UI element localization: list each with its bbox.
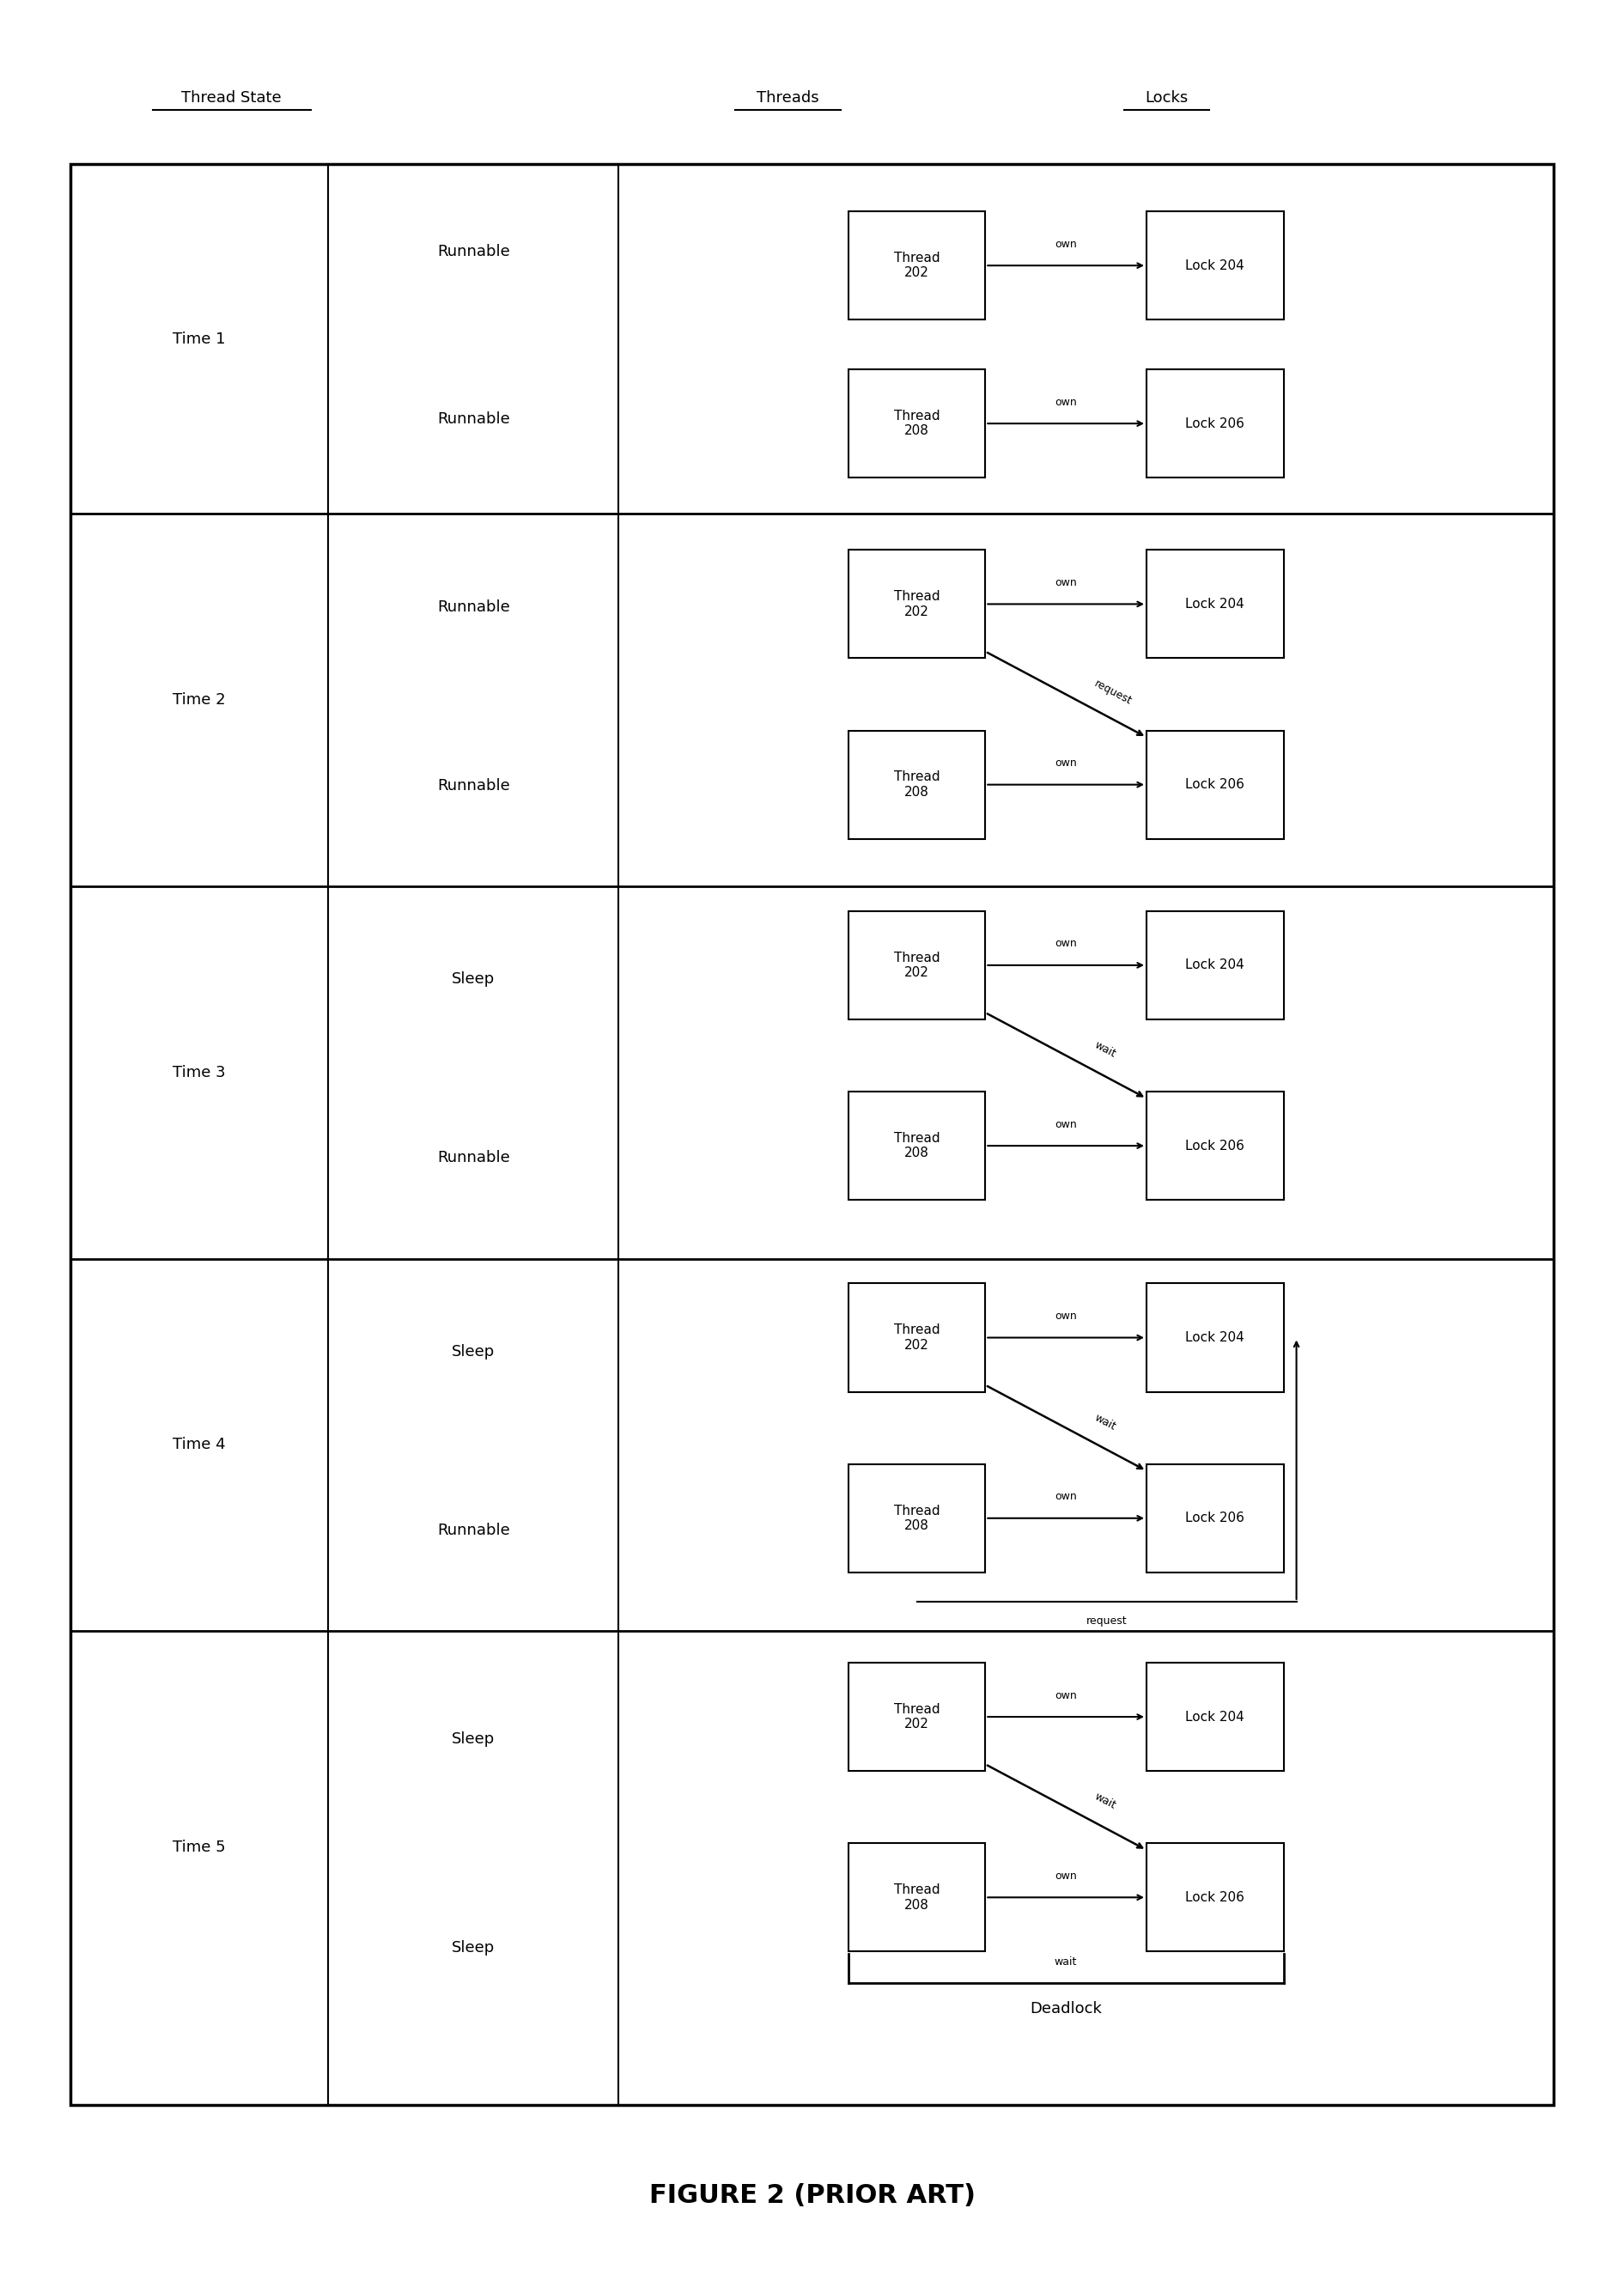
Text: wait: wait [1054, 1956, 1077, 1967]
Text: Lock 204: Lock 204 [1186, 259, 1244, 272]
Bar [848, 549, 986, 658]
Bar [1147, 1842, 1283, 1951]
Text: Time 3: Time 3 [172, 1064, 226, 1080]
Text: Runnable: Runnable [437, 599, 510, 615]
Text: Runnable: Runnable [437, 243, 510, 259]
Text: Threads: Threads [757, 91, 818, 104]
Text: Runnable: Runnable [437, 411, 510, 427]
Bar [1147, 1284, 1283, 1391]
Text: Lock 204: Lock 204 [1186, 597, 1244, 610]
Text: Sleep: Sleep [451, 1343, 495, 1359]
Text: Lock 206: Lock 206 [1186, 1511, 1244, 1525]
Bar [70, 163, 1554, 2106]
Bar [1147, 731, 1283, 840]
Text: Lock 206: Lock 206 [1186, 1890, 1244, 1904]
Text: Lock 204: Lock 204 [1186, 960, 1244, 971]
Text: wait: wait [1093, 1411, 1117, 1432]
Text: Lock 206: Lock 206 [1186, 417, 1244, 429]
Text: own: own [1056, 576, 1077, 588]
Text: Thread
202: Thread 202 [893, 1704, 940, 1731]
Text: wait: wait [1093, 1790, 1117, 1811]
Bar [1147, 912, 1283, 1019]
Text: Runnable: Runnable [437, 1522, 510, 1538]
Text: Deadlock: Deadlock [1030, 2001, 1103, 2017]
Text: Sleep: Sleep [451, 1940, 495, 1956]
Text: Sleep: Sleep [451, 971, 495, 987]
Text: Lock 206: Lock 206 [1186, 778, 1244, 792]
Text: wait: wait [1093, 1039, 1117, 1060]
Text: Lock 204: Lock 204 [1186, 1332, 1244, 1343]
Text: Runnable: Runnable [437, 1150, 510, 1166]
Bar [848, 1842, 986, 1951]
Text: Runnable: Runnable [437, 778, 510, 794]
Bar [848, 370, 986, 479]
Text: Lock 204: Lock 204 [1186, 1711, 1244, 1722]
Text: request: request [1086, 1616, 1127, 1627]
Bar [848, 211, 986, 320]
Text: Thread
208: Thread 208 [893, 1504, 940, 1532]
Bar [848, 731, 986, 840]
Text: FIGURE 2 (PRIOR ART): FIGURE 2 (PRIOR ART) [650, 2183, 974, 2208]
Bar [1147, 549, 1283, 658]
Text: own: own [1056, 939, 1077, 948]
Text: Locks: Locks [1145, 91, 1189, 104]
Text: own: own [1056, 397, 1077, 408]
Bar [848, 1284, 986, 1391]
Text: own: own [1056, 1311, 1077, 1323]
Text: Thread
208: Thread 208 [893, 1132, 940, 1159]
Text: own: own [1056, 1491, 1077, 1502]
Text: Time 2: Time 2 [172, 692, 226, 708]
Text: Time 5: Time 5 [172, 1840, 226, 1856]
Bar [848, 1091, 986, 1200]
Bar [1147, 370, 1283, 479]
Text: Lock 206: Lock 206 [1186, 1139, 1244, 1153]
Text: Time 1: Time 1 [174, 331, 226, 347]
Bar [1147, 1091, 1283, 1200]
Text: Thread
208: Thread 208 [893, 1883, 940, 1910]
Text: own: own [1056, 1119, 1077, 1130]
Bar [1147, 211, 1283, 320]
Text: own: own [1056, 1870, 1077, 1881]
Bar [848, 1464, 986, 1572]
Text: request: request [1093, 678, 1134, 708]
Text: Thread
202: Thread 202 [893, 1323, 940, 1352]
Text: Thread
202: Thread 202 [893, 951, 940, 980]
Text: Thread
202: Thread 202 [893, 590, 940, 617]
Text: Thread
202: Thread 202 [893, 252, 940, 279]
Text: own: own [1056, 238, 1077, 250]
Text: Time 4: Time 4 [172, 1436, 226, 1452]
Bar [1147, 1663, 1283, 1772]
Text: Thread
208: Thread 208 [893, 411, 940, 438]
Text: Thread State: Thread State [182, 91, 281, 104]
Text: own: own [1056, 758, 1077, 769]
Text: Sleep: Sleep [451, 1731, 495, 1747]
Text: own: own [1056, 1690, 1077, 1702]
Bar [1147, 1464, 1283, 1572]
Bar [848, 1663, 986, 1772]
Text: Thread
208: Thread 208 [893, 771, 940, 799]
Bar [848, 912, 986, 1019]
